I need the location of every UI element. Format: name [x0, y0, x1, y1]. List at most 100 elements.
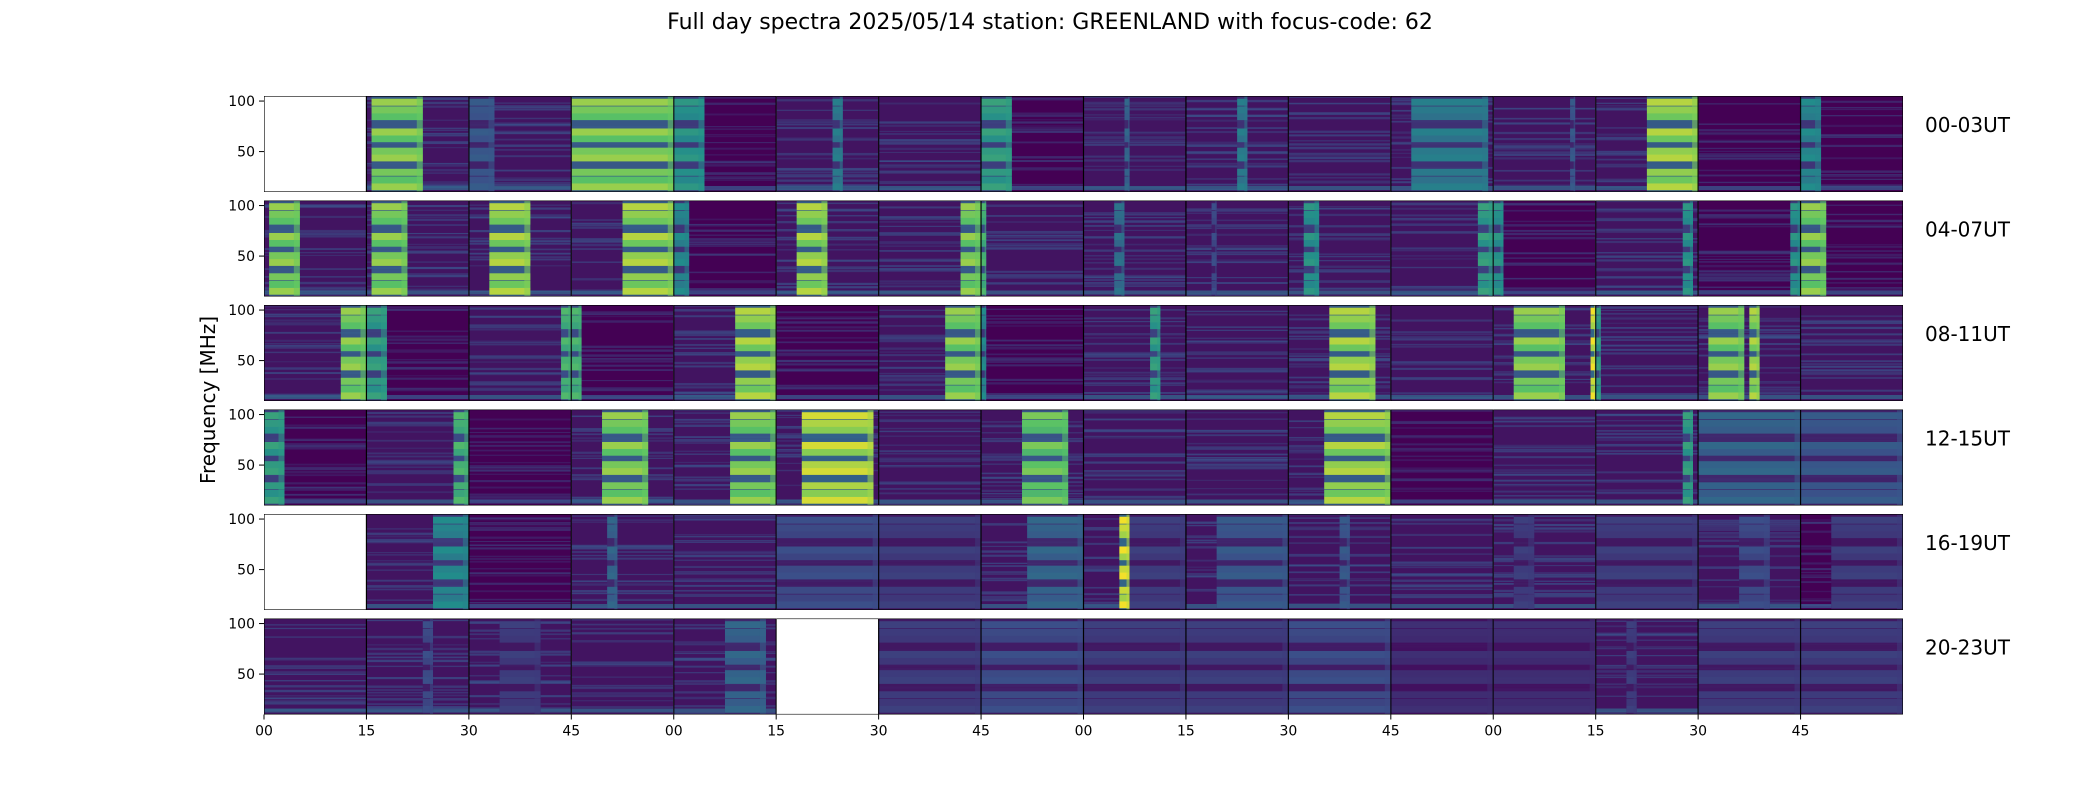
burst-band — [1329, 363, 1376, 371]
noise-line — [468, 555, 572, 558]
noise-line — [468, 521, 572, 524]
spectrum-panel — [1083, 618, 1186, 715]
noise-line — [1595, 217, 1699, 221]
burst-band — [981, 128, 1012, 136]
burst-band — [801, 482, 874, 490]
noise-line — [673, 424, 777, 427]
noise-line — [1595, 436, 1699, 439]
burst-band — [1800, 280, 1827, 288]
noise-line — [571, 665, 674, 667]
burst-band — [1595, 315, 1601, 323]
noise-line — [878, 225, 982, 228]
noise-line — [1800, 157, 1903, 160]
noise-line — [1493, 209, 1596, 212]
noise-line — [1493, 143, 1596, 145]
noise-line — [1493, 575, 1596, 578]
burst-band — [1682, 280, 1694, 288]
spectrum-panel — [981, 305, 1084, 401]
noise-line — [366, 455, 469, 458]
spectrum-panel — [878, 618, 982, 715]
noise-line — [1390, 584, 1494, 588]
burst-band — [1800, 154, 1822, 162]
noise-line — [264, 695, 367, 697]
burst-band — [1698, 441, 1801, 449]
burst-band — [1493, 628, 1596, 636]
noise-line — [366, 459, 469, 463]
noise-line — [1493, 594, 1596, 598]
noise-line — [468, 454, 572, 456]
noise-line — [264, 393, 367, 396]
burst-band — [1150, 363, 1161, 371]
noise-line — [673, 571, 777, 573]
burst-band — [673, 128, 705, 136]
noise-line — [1493, 158, 1596, 160]
burst-band — [1211, 273, 1217, 281]
burst-band — [832, 113, 843, 121]
burst-band — [264, 489, 285, 497]
noise-line — [1083, 496, 1186, 499]
burst-band — [724, 698, 766, 706]
noise-line — [1800, 224, 1903, 226]
noise-line — [264, 468, 367, 471]
noise-line — [1288, 156, 1391, 160]
noise-line — [1595, 385, 1699, 388]
burst-band — [1411, 135, 1489, 143]
burst-band — [468, 176, 495, 184]
noise-line — [1390, 583, 1494, 585]
noise-line — [878, 339, 982, 343]
panel-background — [1083, 409, 1186, 506]
burst-band — [1595, 586, 1699, 594]
burst-edge — [1369, 305, 1376, 401]
burst-band — [269, 287, 300, 295]
burst-band — [1150, 356, 1161, 364]
noise-line — [1493, 446, 1596, 449]
noise-line — [673, 440, 777, 443]
burst-band — [735, 344, 777, 352]
noise-line — [878, 130, 982, 132]
noise-line — [1288, 255, 1391, 258]
burst-edge — [1599, 305, 1601, 401]
noise-line — [878, 465, 982, 467]
noise-line — [673, 102, 777, 105]
burst-band — [433, 516, 469, 524]
noise-line — [1800, 170, 1903, 173]
burst-edge — [1692, 96, 1699, 192]
burst-band — [1646, 147, 1699, 155]
noise-line — [1083, 96, 1186, 98]
x-tick-label: 15 — [1587, 724, 1605, 740]
burst-band — [1800, 287, 1827, 295]
burst-column — [1124, 96, 1130, 192]
burst-band — [371, 252, 408, 260]
burst-band — [735, 385, 777, 393]
noise-line — [1185, 381, 1289, 383]
burst-edge — [524, 200, 531, 297]
noise-line — [1390, 378, 1494, 381]
burst-band — [422, 628, 434, 636]
noise-line — [878, 503, 982, 506]
burst-band — [878, 698, 982, 706]
noise-line — [981, 322, 1084, 325]
noise-line — [1390, 335, 1494, 338]
burst-band — [1493, 217, 1504, 225]
noise-line — [673, 566, 777, 568]
burst-band — [433, 524, 469, 532]
noise-line — [264, 505, 367, 506]
noise-line — [468, 122, 572, 124]
burst-column — [981, 200, 987, 297]
x-tick-label: 45 — [1382, 724, 1400, 740]
burst-band — [1216, 572, 1289, 580]
noise-line — [673, 271, 777, 274]
noise-line — [366, 689, 469, 692]
noise-line — [1698, 269, 1801, 273]
noise-line — [673, 154, 777, 156]
noise-line — [1390, 422, 1494, 424]
noise-line — [1595, 229, 1699, 231]
burst-band — [878, 565, 982, 573]
noise-line — [1083, 355, 1186, 358]
floor-band — [878, 499, 982, 504]
noise-line — [1083, 309, 1186, 311]
burst-band — [1114, 258, 1125, 266]
noise-line — [981, 357, 1084, 359]
noise-line — [366, 350, 469, 353]
burst-band — [981, 363, 987, 371]
